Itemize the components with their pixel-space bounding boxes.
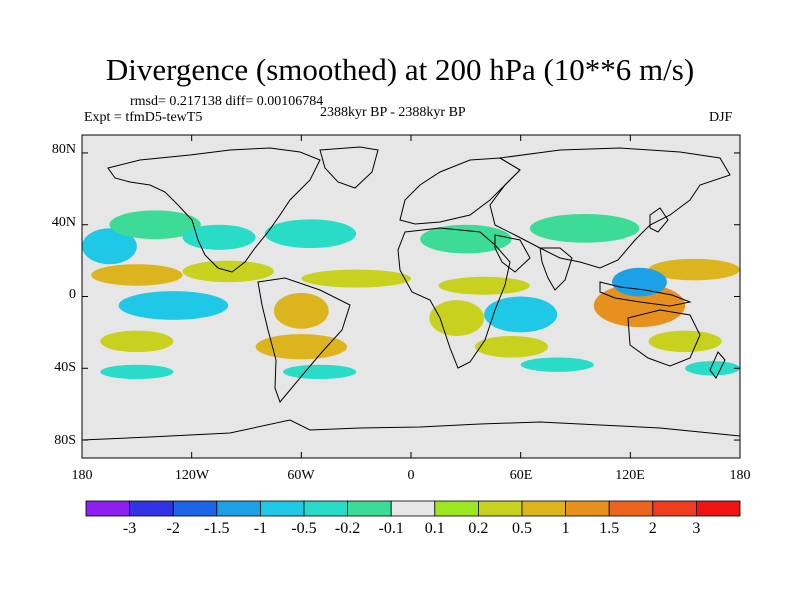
colorbar-swatch [565, 500, 610, 517]
divergence-contour [420, 224, 512, 254]
colorbar-swatch [434, 500, 479, 517]
divergence-contour [474, 335, 549, 358]
colorbar-label: 1 [561, 520, 570, 537]
season-label: DJF [709, 110, 733, 125]
colorbar-label: -0.2 [334, 520, 361, 537]
colorbar-swatch [347, 500, 392, 517]
colorbar-label: 0.2 [468, 520, 489, 537]
colorbar-swatch [259, 500, 305, 517]
rmsd-stats: rmsd= 0.217138 diff= 0.00106784 [130, 94, 324, 109]
africa-outline [397, 227, 511, 369]
divergence-contour [82, 228, 137, 265]
lon-tick-label: 0 [407, 468, 415, 483]
divergence-contour [429, 300, 485, 336]
lat-tick-label: 80S [54, 433, 76, 448]
colorbar-swatch [390, 500, 436, 517]
antarctica-outline [82, 419, 740, 441]
divergence-contour [648, 258, 740, 281]
colorbar-label: 3 [692, 520, 701, 537]
colorbar-label: -0.1 [378, 520, 404, 537]
colorbar-swatch [216, 500, 261, 517]
divergence-contour [91, 264, 183, 286]
lon-tick-label: 120W [174, 468, 210, 483]
experiment-label: Expt = tfmD5-tewT5 [84, 110, 203, 125]
colorbar [85, 500, 741, 517]
colorbar-label: -3 [122, 520, 137, 537]
colorbar-label: -0.5 [291, 520, 317, 537]
lon-tick-label: 180 [729, 468, 751, 483]
divergence-contour [648, 330, 722, 353]
divergence-contour [255, 334, 348, 360]
lat-tick-label: 40S [54, 360, 76, 375]
period-label: 2388kyr BP - 2388kyr BP [320, 105, 466, 120]
asia-outline [489, 147, 731, 269]
south-america-outline [257, 277, 351, 403]
divergence-contour [612, 267, 667, 297]
colorbar-label: 0.1 [424, 520, 445, 537]
lat-tick-label: 0 [69, 287, 76, 302]
colorbar-swatch [129, 500, 174, 517]
divergence-contour [685, 361, 740, 376]
divergence-contour [109, 210, 201, 240]
colorbar-swatch [608, 500, 654, 517]
divergence-contour [529, 213, 640, 243]
lat-tick-label: 40N [51, 215, 76, 230]
lon-tick-label: 120E [615, 468, 645, 483]
divergence-contour [273, 292, 329, 329]
colorbar-label: 0.5 [512, 520, 532, 537]
divergence-contour [264, 219, 357, 249]
divergence-contour [118, 291, 229, 320]
divergence-contour [182, 224, 256, 250]
indonesia-outline [599, 281, 692, 307]
colorbar-swatch [477, 500, 523, 517]
lon-tick-label: 60W [287, 468, 315, 483]
continent-outlines [82, 146, 740, 441]
arabia-outline [494, 234, 531, 273]
colorbar-swatch [521, 500, 566, 517]
japan-outline [649, 207, 669, 233]
lon-tick-label: 180 [71, 468, 93, 483]
divergence-contour [593, 283, 686, 328]
colorbar-swatch [652, 500, 697, 517]
colorbar-swatch [85, 500, 130, 517]
colorbar-swatch [172, 500, 218, 517]
colorbar-label: -2 [166, 520, 180, 537]
colorbar-label: -1.5 [204, 520, 230, 537]
divergence-contour [283, 364, 357, 380]
colorbar-label: 1.5 [599, 520, 620, 537]
new-zealand-outline [709, 351, 726, 379]
divergence-contour [520, 357, 594, 372]
divergence-contour [438, 276, 530, 295]
india-outline [539, 247, 573, 291]
lat-tick-label: 80N [51, 142, 76, 157]
north-america-outline [107, 147, 321, 273]
divergence-contour [100, 364, 174, 380]
colorbar-label: -1 [253, 520, 268, 537]
axis-ticks [81, 135, 741, 458]
lon-tick-label: 60E [509, 468, 533, 483]
colorbar-swatch [696, 500, 741, 517]
divergence-contour [301, 269, 411, 288]
colorbar-swatch [303, 500, 348, 517]
colorbar-label: 2 [648, 520, 657, 537]
australia-outline [627, 309, 701, 367]
divergence-contour [484, 296, 558, 333]
greenland-outline [319, 146, 379, 189]
divergence-contour [100, 330, 174, 353]
chart-title: Divergence (smoothed) at 200 hPa (10**6 … [105, 52, 695, 87]
divergence-field [82, 210, 740, 380]
